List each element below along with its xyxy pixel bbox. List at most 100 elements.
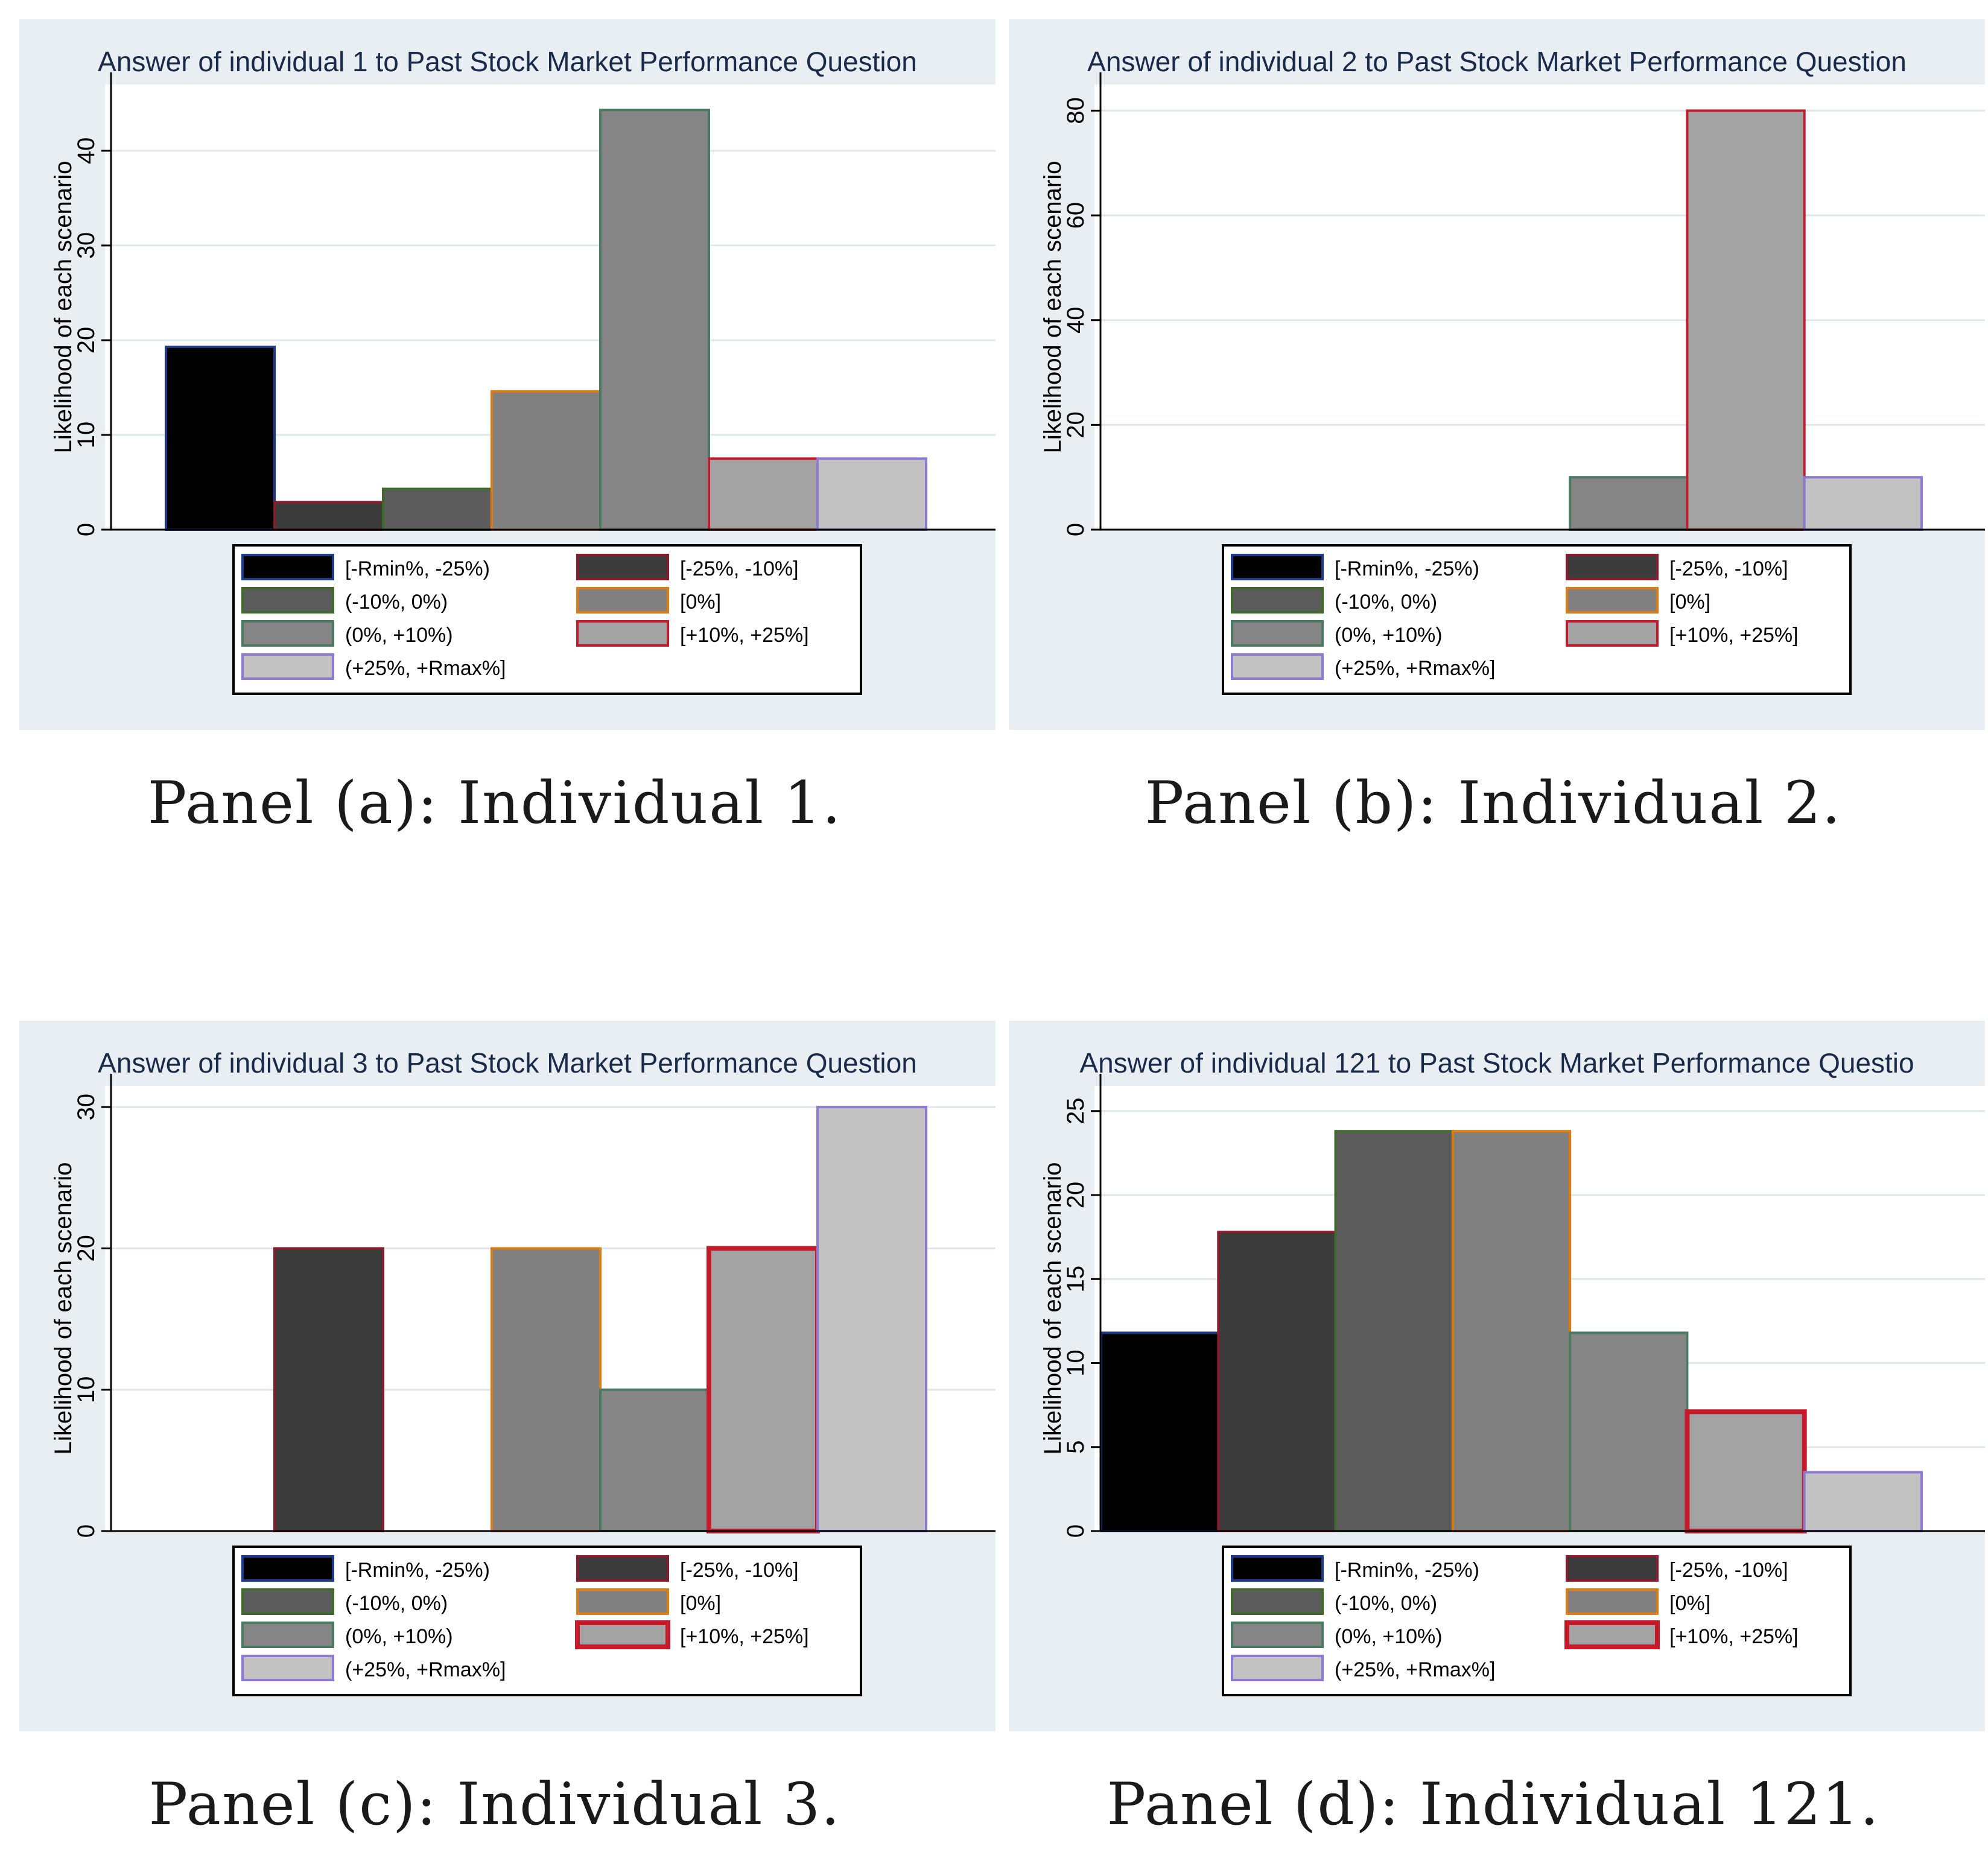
legend-swatch xyxy=(1231,1655,1324,1681)
chart-panel-d: Answer of individual 121 to Past Stock M… xyxy=(1009,1021,1985,1731)
legend-swatch xyxy=(241,620,334,647)
legend-label: [-25%, -10%] xyxy=(1669,557,1788,580)
legend-swatch xyxy=(1231,1622,1324,1648)
legend-label: [0%] xyxy=(1669,1592,1710,1615)
legend-swatch xyxy=(576,554,669,580)
legend: [-Rmin%, -25%) [-25%, -10%] (-10%, 0%) [0%]… xyxy=(1222,1546,1852,1696)
bar xyxy=(273,1247,384,1532)
y-axis-label: Likelihood of each scenario xyxy=(1040,161,1066,454)
legend-swatch xyxy=(241,1555,334,1582)
legend-label: [+10%, +25%] xyxy=(1669,1625,1799,1648)
bar xyxy=(1685,1409,1807,1534)
y-tick-label: 15 xyxy=(1062,1266,1089,1293)
y-tick-label: 40 xyxy=(73,138,100,165)
bar xyxy=(382,487,493,531)
bar xyxy=(1569,1331,1689,1532)
legend-box xyxy=(232,544,862,695)
legend-label: [+10%, +25%] xyxy=(680,624,809,647)
legend-label: (0%, +10%) xyxy=(345,1625,453,1648)
bar xyxy=(1100,1331,1220,1532)
y-tick-label: 5 xyxy=(1062,1441,1089,1454)
chart-title: Answer of individual 2 to Past Stock Mar… xyxy=(1087,46,1907,77)
legend-swatch xyxy=(241,653,334,680)
bar xyxy=(491,1247,602,1532)
legend-swatch xyxy=(575,1620,670,1649)
legend-swatch xyxy=(1231,587,1324,614)
legend-swatch xyxy=(1566,587,1659,614)
bar xyxy=(1334,1130,1454,1533)
chart-title: Answer of individual 3 to Past Stock Mar… xyxy=(98,1047,917,1079)
y-tick-label: 10 xyxy=(1062,1349,1089,1377)
legend-swatch xyxy=(1231,554,1324,580)
legend-swatch xyxy=(1231,1588,1324,1615)
legend-label: (0%, +10%) xyxy=(1335,624,1443,647)
legend-swatch xyxy=(241,554,334,580)
legend-label: [-Rmin%, -25%) xyxy=(345,1559,490,1582)
legend-swatch xyxy=(576,620,669,647)
legend-label: [0%] xyxy=(680,591,721,614)
bar xyxy=(708,457,819,531)
legend-box xyxy=(1222,1546,1852,1696)
legend-swatch xyxy=(1231,653,1324,680)
legend-label: (+25%, +Rmax%] xyxy=(1335,1658,1495,1681)
legend-box xyxy=(232,1546,862,1696)
bar xyxy=(816,1106,927,1532)
y-tick-label: 20 xyxy=(73,327,100,354)
bar xyxy=(707,1246,820,1533)
legend-swatch xyxy=(241,1588,334,1615)
legend-label: (-10%, 0%) xyxy=(1335,591,1437,614)
legend: [-Rmin%, -25%) [-25%, -10%] (-10%, 0%) [0%]… xyxy=(1222,544,1852,695)
legend-swatch xyxy=(1564,1620,1660,1649)
y-tick-label: 30 xyxy=(73,1094,100,1121)
plot-area xyxy=(1094,84,1985,530)
legend-swatch xyxy=(1566,554,1659,580)
chart-title: Answer of individual 121 to Past Stock M… xyxy=(1079,1047,1914,1079)
y-tick-label: 80 xyxy=(1062,97,1089,124)
legend-label: (-10%, 0%) xyxy=(1335,1592,1437,1615)
y-tick-label: 0 xyxy=(73,1524,100,1538)
y-axis-label: Likelihood of each scenario xyxy=(50,1162,77,1455)
bar xyxy=(1451,1130,1572,1533)
legend-label: [+10%, +25%] xyxy=(1669,624,1799,647)
legend-swatch xyxy=(241,1655,334,1681)
legend-label: (0%, +10%) xyxy=(1335,1625,1443,1648)
y-tick-label: 0 xyxy=(73,523,100,536)
y-axis-label: Likelihood of each scenario xyxy=(50,161,77,454)
bar xyxy=(1686,109,1806,531)
panel-c-caption: Panel (c): Individual 3. xyxy=(148,1771,841,1838)
y-tick-label: 0 xyxy=(1062,523,1089,536)
y-tick-label: 25 xyxy=(1062,1098,1089,1125)
panel-b-caption: Panel (b): Individual 2. xyxy=(1145,769,1842,837)
bar xyxy=(816,457,927,531)
chart-title: Answer of individual 1 to Past Stock Mar… xyxy=(98,46,917,77)
legend-swatch xyxy=(1566,1555,1659,1582)
bar xyxy=(1569,476,1689,531)
legend-box xyxy=(1222,544,1852,695)
legend-swatch xyxy=(1566,1588,1659,1615)
y-tick-label: 30 xyxy=(73,232,100,259)
bar xyxy=(599,1388,710,1533)
bar xyxy=(1217,1231,1337,1532)
y-tick-label: 20 xyxy=(73,1235,100,1262)
panel-d-caption: Panel (d): Individual 121. xyxy=(1107,1771,1880,1838)
y-tick-label: 40 xyxy=(1062,306,1089,334)
legend-swatch xyxy=(1231,620,1324,647)
legend-label: (-10%, 0%) xyxy=(345,591,448,614)
y-tick-label: 10 xyxy=(73,422,100,449)
y-tick-label: 0 xyxy=(1062,1524,1089,1538)
legend-swatch xyxy=(241,587,334,614)
bar xyxy=(1803,476,1923,531)
legend: [-Rmin%, -25%) [-25%, -10%] (-10%, 0%) [0%]… xyxy=(232,544,862,695)
y-axis-label: Likelihood of each scenario xyxy=(1040,1162,1066,1455)
bar xyxy=(165,345,276,531)
legend-swatch xyxy=(1231,1555,1324,1582)
legend-label: [-25%, -10%] xyxy=(680,557,799,580)
legend-label: [-Rmin%, -25%) xyxy=(1335,557,1479,580)
bar xyxy=(599,109,710,531)
legend-label: [-25%, -10%] xyxy=(680,1559,799,1582)
chart-panel-c: Answer of individual 3 to Past Stock Mar… xyxy=(19,1021,996,1731)
y-tick-label: 10 xyxy=(73,1376,100,1403)
bar xyxy=(491,390,602,531)
legend-label: [0%] xyxy=(1669,591,1710,614)
